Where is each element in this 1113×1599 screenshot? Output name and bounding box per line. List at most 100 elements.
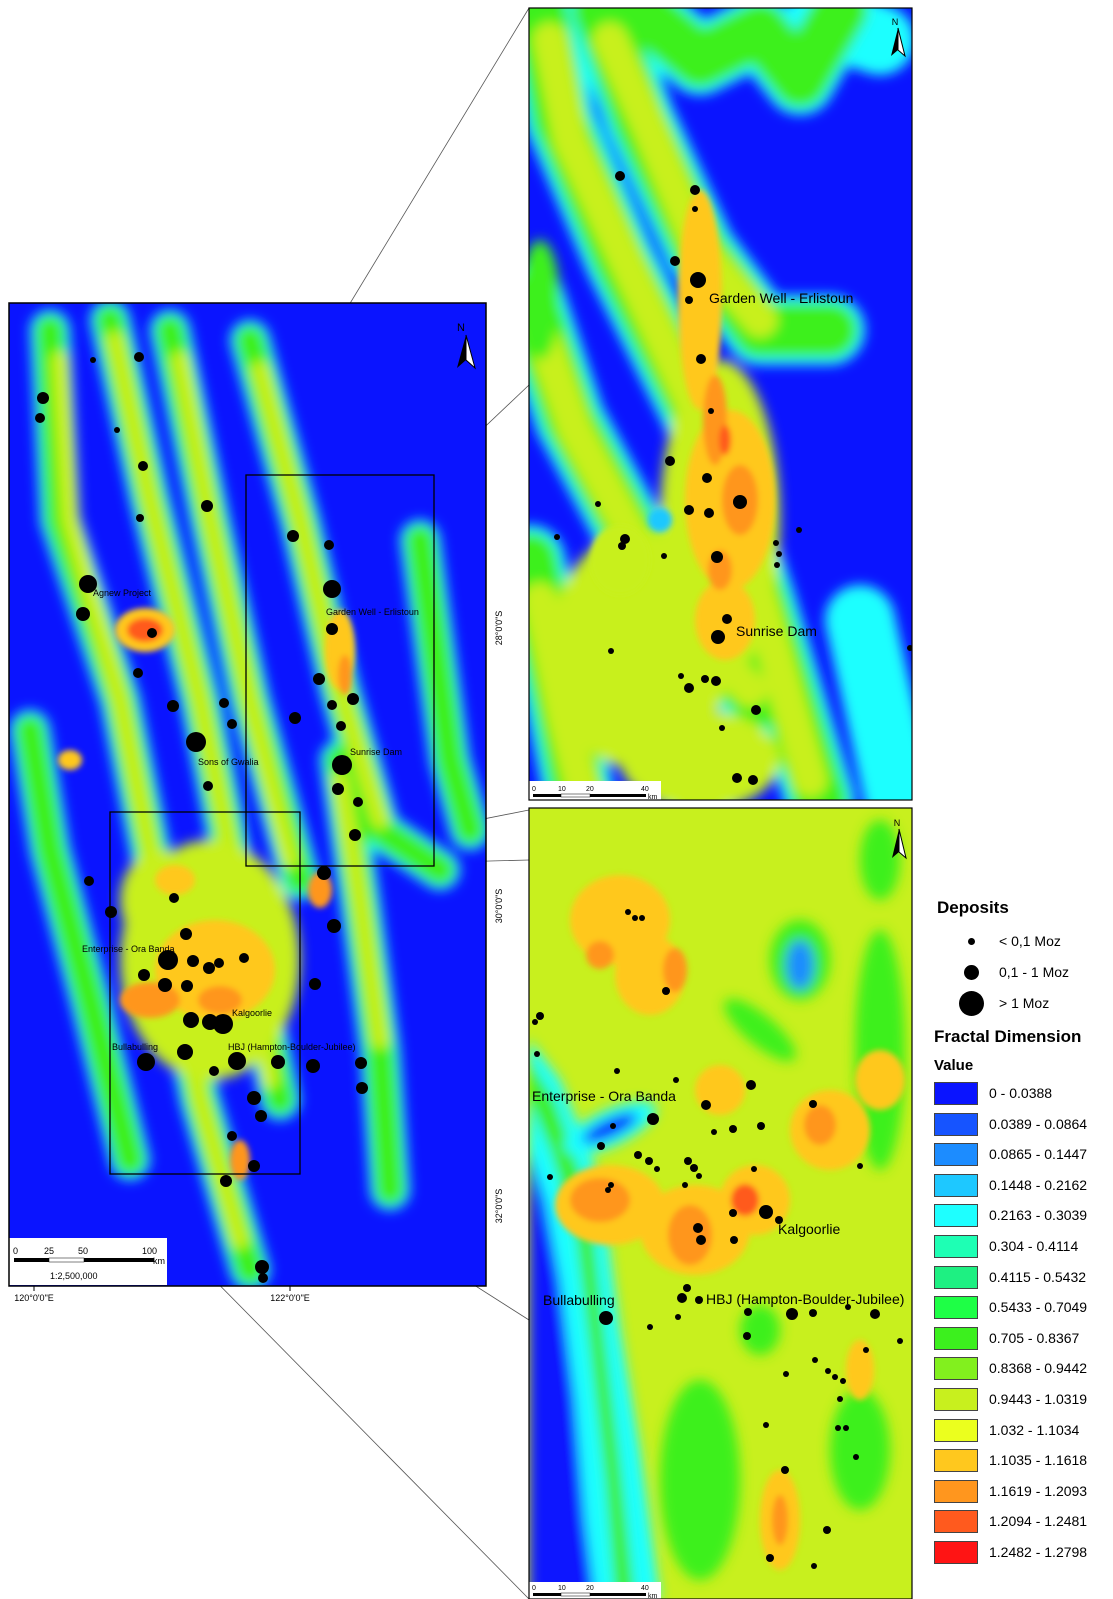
deposit-marker <box>255 1260 269 1274</box>
deposit-marker <box>773 540 779 546</box>
place-label: Sons of Gwalia <box>198 757 259 767</box>
deposit-marker <box>661 553 667 559</box>
deposit-marker <box>776 551 782 557</box>
inset-scale-tick: 0 <box>532 1585 536 1592</box>
deposit-marker <box>670 256 680 266</box>
deposit-marker <box>682 1182 688 1188</box>
deposit-marker <box>306 1059 320 1073</box>
deposit-marker <box>547 1174 553 1180</box>
deposit-marker <box>183 1012 199 1028</box>
deposit-marker <box>615 171 625 181</box>
deposit-marker <box>605 1187 611 1193</box>
lat-label: 28°0'0"S <box>494 611 504 646</box>
deposit-marker <box>870 1309 880 1319</box>
deposit-marker <box>618 542 626 550</box>
deposit-marker <box>711 1129 717 1135</box>
fractal-class-swatch <box>934 1173 978 1197</box>
fractal-class-row: 0.1448 - 0.2162 <box>934 1172 1113 1203</box>
fractal-class-swatch <box>934 1449 978 1473</box>
fractal-class-swatch <box>934 1479 978 1503</box>
deposit-marker <box>853 1454 859 1460</box>
deposit-marker <box>84 876 94 886</box>
inset-scale-tick: 40 <box>641 786 649 793</box>
deposit-marker <box>76 607 90 621</box>
deposit-marker <box>203 962 215 974</box>
fractal-class-row: 0 - 0.0388 <box>934 1080 1113 1111</box>
deposit-marker <box>187 955 199 967</box>
deposit-marker <box>181 980 193 992</box>
deposit-class-label: < 0,1 Moz <box>999 933 1061 949</box>
deposit-marker <box>639 915 645 921</box>
inset-scale-unit: km <box>648 1593 658 1599</box>
deposit-marker <box>355 1057 367 1069</box>
deposit-marker <box>684 505 694 515</box>
deposit-marker <box>729 1209 737 1217</box>
deposit-marker <box>675 1314 681 1320</box>
fractal-class-row: 0.8368 - 0.9442 <box>934 1355 1113 1386</box>
deposit-marker <box>711 630 725 644</box>
fractal-class-swatch <box>934 1082 978 1105</box>
north-arrow-icon: N <box>457 322 476 370</box>
fractal-class-row: 0.304 - 0.4114 <box>934 1233 1113 1264</box>
deposit-marker <box>684 683 694 693</box>
fractal-class-label: 0.8368 - 0.9442 <box>989 1360 1088 1377</box>
value-legend-subtitle: Value <box>934 1057 974 1074</box>
lat-label: 30°0'0"S <box>494 889 504 924</box>
overview-scale-tick: 50 <box>78 1246 88 1256</box>
deposit-marker <box>751 1166 757 1172</box>
svg-text:N: N <box>894 818 901 828</box>
deposit-marker <box>825 1368 831 1374</box>
deposit-marker <box>796 527 802 533</box>
deposit-marker <box>136 514 144 522</box>
deposit-marker <box>597 1142 605 1150</box>
deposit-marker <box>857 1163 863 1169</box>
deposit-marker <box>685 296 693 304</box>
inset-scale-unit: km <box>648 794 658 801</box>
fractal-class-swatch <box>934 1265 978 1289</box>
deposit-marker <box>227 1131 237 1141</box>
deposit-marker <box>684 1157 692 1165</box>
overview-frame <box>8 302 487 1287</box>
deposit-marker <box>90 357 96 363</box>
deposit-marker <box>683 1284 691 1292</box>
fractal-class-swatch <box>934 1357 978 1381</box>
deposit-marker <box>227 719 237 729</box>
fractal-class-label: 1.2094 - 1.2481 <box>989 1513 1088 1530</box>
deposit-marker <box>79 575 97 593</box>
deposit-marker <box>812 1357 818 1363</box>
deposit-marker <box>757 1122 765 1130</box>
deposit-marker <box>536 1012 544 1020</box>
place-label: Agnew Project <box>93 588 152 598</box>
fractal-class-swatch <box>934 1510 978 1534</box>
inset-south-deposits <box>532 909 903 1569</box>
inset-scale-tick: 0 <box>532 786 536 793</box>
place-label: HBJ (Hampton-Boulder-Jubilee) <box>228 1042 356 1052</box>
deposit-marker <box>214 958 224 968</box>
deposit-marker <box>775 1216 783 1224</box>
deposit-marker <box>690 1164 698 1172</box>
deposit-marker <box>863 1347 869 1353</box>
fractal-class-row: 0.5433 - 0.7049 <box>934 1294 1113 1325</box>
deposit-marker <box>786 1308 798 1320</box>
deposit-marker <box>313 673 325 685</box>
deposit-marker <box>690 272 706 288</box>
fractal-class-row: 1.1619 - 1.2093 <box>934 1478 1113 1509</box>
lon-label: 120°0'0"E <box>14 1293 54 1303</box>
deposit-marker <box>907 645 912 651</box>
inset-map-south: Enterprise - Ora Banda Kalgoorlie Bullab… <box>529 808 912 1599</box>
deposit-marker <box>610 1123 616 1129</box>
deposit-marker <box>677 1293 687 1303</box>
place-label: Bullabulling <box>112 1042 158 1052</box>
deposit-marker <box>673 1077 679 1083</box>
deposit-class-medium: 0,1 - 1 Moz <box>937 957 1113 988</box>
deposit-marker <box>732 773 742 783</box>
place-label: Kalgoorlie <box>232 1008 272 1018</box>
deposit-marker <box>608 1182 614 1188</box>
fractal-class-swatch <box>934 1296 978 1320</box>
deposit-marker <box>219 698 229 708</box>
place-label: Garden Well - Erlistoun <box>709 290 853 306</box>
deposit-marker <box>696 1235 706 1245</box>
fractal-class-swatch <box>934 1112 978 1136</box>
place-label: HBJ (Hampton-Boulder-Jubilee) <box>706 1291 904 1307</box>
deposit-marker <box>763 1422 769 1428</box>
